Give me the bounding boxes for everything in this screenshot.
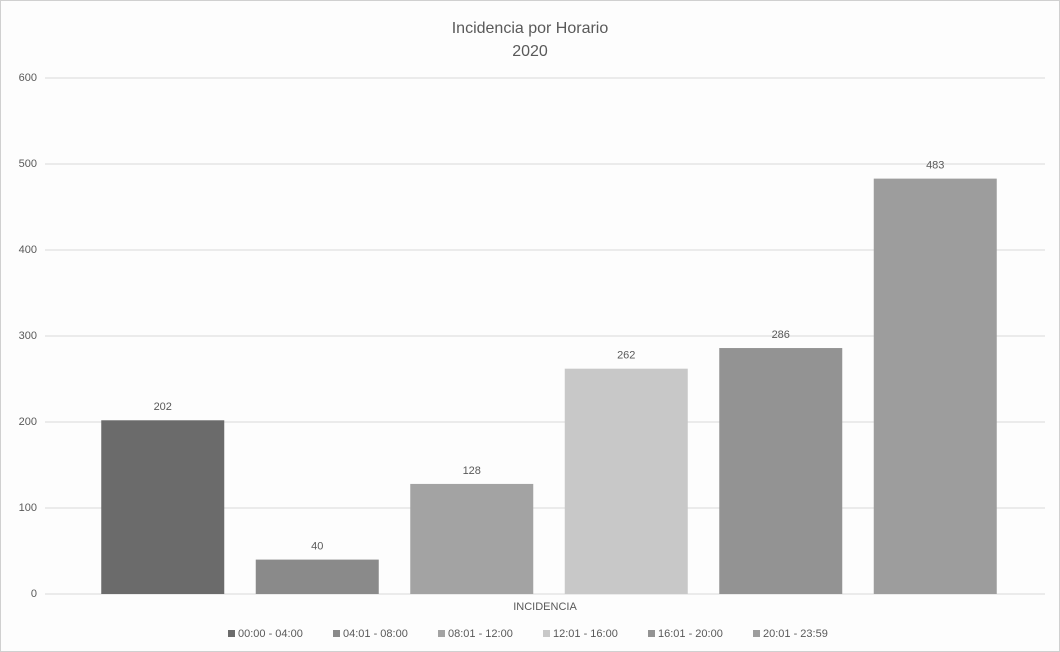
x-tick-label: INCIDENCIA [513,601,577,613]
legend-swatch [753,630,760,637]
legend-label: 12:01 - 16:00 [553,628,618,640]
y-tick-label: 500 [19,158,37,170]
legend-label: 20:01 - 23:59 [763,628,828,640]
chart-subtitle: 2020 [512,43,548,60]
legend-label: 08:01 - 12:00 [448,628,513,640]
bar [873,178,997,594]
legend-label: 16:01 - 20:00 [658,628,723,640]
data-label: 483 [926,160,944,172]
legend-swatch [438,630,445,637]
y-tick-label: 100 [19,502,37,514]
legend-swatch [228,630,235,637]
y-tick-label: 400 [19,244,37,256]
legend-label: 00:00 - 04:00 [238,628,303,640]
y-tick-label: 200 [19,416,37,428]
legend-swatch [543,630,550,637]
data-label: 40 [311,541,323,553]
legend-label: 04:01 - 08:00 [343,628,408,640]
data-label: 202 [154,401,172,413]
data-label: 128 [463,465,481,477]
chart-title: Incidencia por Horario [452,20,609,37]
legend-swatch [333,630,340,637]
bar [410,483,534,594]
bar [255,559,379,594]
bar [564,368,688,594]
bar [719,348,843,594]
legend-swatch [648,630,655,637]
y-tick-label: 0 [31,588,37,600]
bar [101,420,225,594]
data-label: 286 [772,329,790,341]
y-tick-label: 600 [19,72,37,84]
data-label: 262 [617,350,635,362]
y-tick-label: 300 [19,330,37,342]
